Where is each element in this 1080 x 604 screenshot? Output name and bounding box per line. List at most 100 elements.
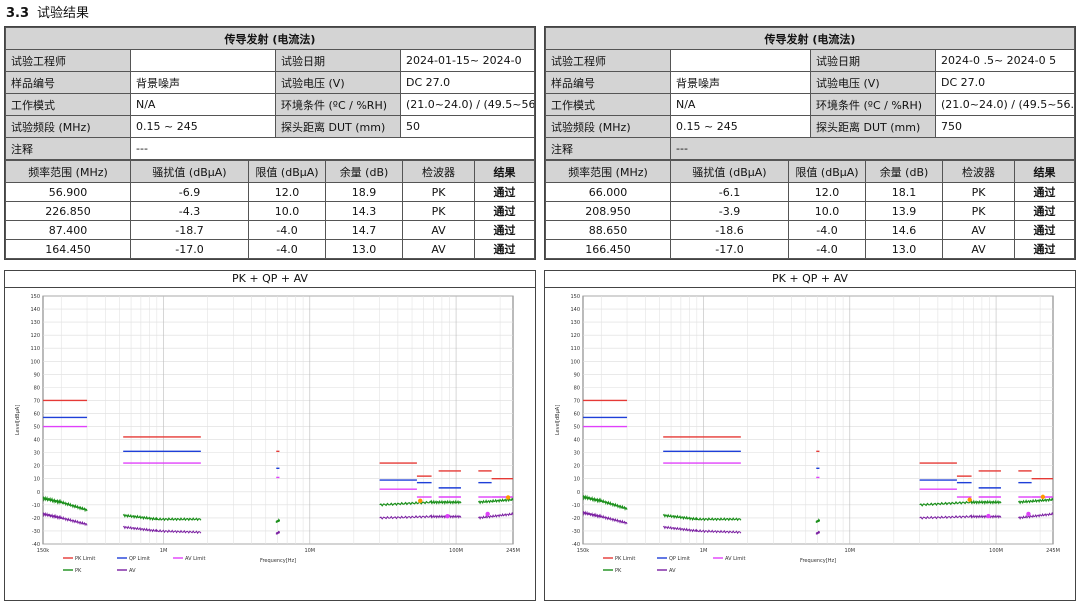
probe-label: 探头距离 DUT (mm) bbox=[810, 115, 936, 138]
probe-value: 50 bbox=[400, 115, 535, 138]
y-tick-label: -30 bbox=[572, 529, 580, 535]
probe-value: 750 bbox=[935, 115, 1075, 138]
y-tick-label: 70 bbox=[34, 398, 40, 404]
x-tick-label: 150k bbox=[577, 548, 590, 554]
report-title: 传导发射 (电流法) bbox=[5, 27, 535, 50]
y-tick-label: 40 bbox=[34, 438, 40, 444]
y-tick-label: 150 bbox=[30, 294, 40, 300]
x-tick-label: 10M bbox=[844, 548, 855, 554]
cell-limit: -4.0 bbox=[788, 220, 866, 240]
cell-limit: 10.0 bbox=[788, 201, 866, 221]
sample-label: 样品编号 bbox=[545, 71, 671, 94]
cell-limit: 12.0 bbox=[788, 182, 866, 202]
cell-freq: 56.900 bbox=[5, 182, 131, 202]
cell-detector: AV bbox=[942, 239, 1015, 259]
plot-area bbox=[582, 295, 1054, 545]
table-row: 166.450 -17.0 -4.0 13.0 AV 通过 bbox=[545, 239, 1075, 259]
x-tick-label: 1M bbox=[160, 548, 168, 554]
y-tick-label: 50 bbox=[34, 425, 40, 431]
cell-limit: 12.0 bbox=[248, 182, 326, 202]
voltage-value: DC 27.0 bbox=[400, 71, 535, 94]
engineer-value bbox=[670, 49, 811, 72]
cell-detector: AV bbox=[402, 220, 475, 240]
section-number: 3.3 bbox=[6, 6, 30, 21]
cell-detector: PK bbox=[402, 182, 475, 202]
y-tick-label: 60 bbox=[34, 411, 40, 417]
cell-result: 通过 bbox=[474, 239, 535, 259]
voltage-value: DC 27.0 bbox=[935, 71, 1075, 94]
x-tick-label: 100M bbox=[989, 548, 1003, 554]
cell-detector: AV bbox=[942, 220, 1015, 240]
cell-freq: 88.650 bbox=[545, 220, 671, 240]
col-header-detector: 检波器 bbox=[942, 160, 1015, 183]
y-tick-label: 120 bbox=[570, 333, 580, 339]
cell-emission: -3.9 bbox=[670, 201, 789, 221]
table-row: 66.000 -6.1 12.0 18.1 PK 通过 bbox=[545, 182, 1075, 202]
y-tick-label: 0 bbox=[577, 490, 580, 496]
cell-freq: 226.850 bbox=[5, 201, 131, 221]
sample-label: 样品编号 bbox=[5, 71, 131, 94]
chart-panel-2: PK + QP + AV -40 -30 -20 -10 0 10 20 30 40 50 60 70… bbox=[544, 270, 1076, 601]
cell-result: 通过 bbox=[1014, 239, 1075, 259]
pk-trace bbox=[1017, 497, 1054, 505]
cell-limit: -4.0 bbox=[248, 239, 326, 259]
av-trace bbox=[478, 511, 514, 520]
y-tick-label: -30 bbox=[32, 529, 40, 535]
av-trace bbox=[662, 525, 742, 535]
col-header-result: 结果 bbox=[1014, 160, 1075, 183]
date-value: 2024-01-15~ 2024-0 bbox=[400, 49, 535, 72]
cell-freq: 87.400 bbox=[5, 220, 131, 240]
pk-trace bbox=[379, 499, 462, 507]
note-label: 注释 bbox=[545, 137, 671, 160]
cell-margin: 18.9 bbox=[325, 182, 403, 202]
y-axis-label: Level[dBµA] bbox=[555, 405, 561, 435]
av-trace bbox=[582, 510, 628, 526]
date-value: 2024-0 .5~ 2024-0 5 bbox=[935, 49, 1075, 72]
x-tick-label: 150k bbox=[37, 548, 50, 554]
peak-marker bbox=[445, 513, 450, 519]
y-tick-label: 70 bbox=[574, 398, 580, 404]
cell-margin: 18.1 bbox=[865, 182, 943, 202]
y-tick-label: 80 bbox=[34, 385, 40, 391]
cell-margin: 13.0 bbox=[325, 239, 403, 259]
emission-chart: -40 -30 -20 -10 0 10 20 30 40 50 60 70 80 90 100 110 120… bbox=[555, 294, 1060, 574]
x-tick-label: 245M bbox=[1046, 548, 1060, 554]
legend-label: AV Limit bbox=[725, 556, 746, 562]
mode-label: 工作模式 bbox=[5, 93, 131, 116]
cell-emission: -4.3 bbox=[130, 201, 249, 221]
y-tick-label: -20 bbox=[572, 516, 580, 522]
y-tick-label: 130 bbox=[570, 320, 580, 326]
av-trace bbox=[379, 513, 462, 520]
table-row: 208.950 -3.9 10.0 13.9 PK 通过 bbox=[545, 201, 1075, 221]
note-value: --- bbox=[670, 137, 1075, 160]
note-label: 注释 bbox=[5, 137, 131, 160]
y-tick-label: 10 bbox=[574, 477, 580, 483]
mode-label: 工作模式 bbox=[545, 93, 671, 116]
av-trace bbox=[815, 530, 820, 535]
peak-marker bbox=[485, 511, 490, 517]
pk-trace bbox=[582, 494, 628, 511]
legend-label: AV bbox=[669, 568, 676, 574]
x-tick-label: 100M bbox=[449, 548, 463, 554]
y-tick-label: 140 bbox=[570, 307, 580, 313]
y-tick-label: 40 bbox=[574, 438, 580, 444]
cell-emission: -18.6 bbox=[670, 220, 789, 240]
peak-marker bbox=[1040, 494, 1046, 500]
x-tick-label: 245M bbox=[506, 548, 520, 554]
table-row: 87.400 -18.7 -4.0 14.7 AV 通过 bbox=[5, 220, 535, 240]
pk-trace bbox=[477, 497, 514, 505]
legend-label: PK Limit bbox=[75, 556, 95, 562]
cell-freq: 166.450 bbox=[545, 239, 671, 259]
date-label: 试验日期 bbox=[275, 49, 401, 72]
pk-trace bbox=[275, 517, 280, 523]
y-tick-label: 80 bbox=[574, 385, 580, 391]
cell-margin: 14.6 bbox=[865, 220, 943, 240]
legend-label: AV bbox=[129, 568, 136, 574]
cell-result: 通过 bbox=[1014, 201, 1075, 221]
legend-label: AV Limit bbox=[185, 556, 206, 562]
y-tick-label: 100 bbox=[570, 359, 580, 365]
y-tick-label: 150 bbox=[570, 294, 580, 300]
y-tick-label: 30 bbox=[574, 451, 580, 457]
legend-label: QP Limit bbox=[669, 556, 690, 562]
y-tick-label: -40 bbox=[32, 542, 40, 548]
